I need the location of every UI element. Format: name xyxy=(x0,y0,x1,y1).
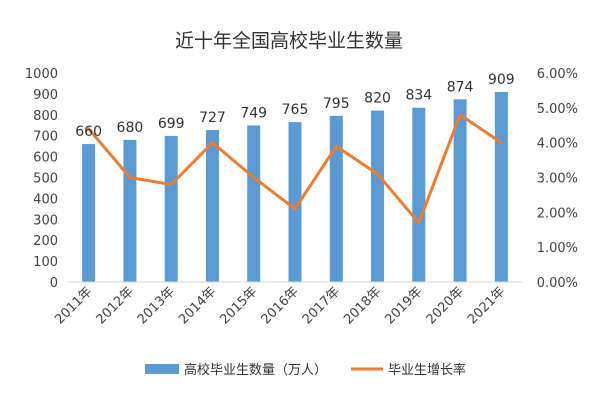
chart-title: 近十年全国高校毕业生数量 xyxy=(175,30,403,52)
y-left-tick: 1000 xyxy=(25,67,58,82)
y-right-tick: 4.00% xyxy=(537,137,578,152)
x-tick-label: 2018年 xyxy=(341,284,384,327)
x-tick-label: 2020年 xyxy=(424,284,467,327)
growth-point-2013年 xyxy=(169,182,173,186)
x-tick-label: 2014年 xyxy=(176,284,219,327)
x-tick-label: 2015年 xyxy=(217,284,260,327)
left-axis: 0 100 200 300 400 500 600 700 800 900 1000 xyxy=(25,67,58,291)
data-label-2015年: 749 xyxy=(240,105,267,121)
data-label-2013年: 699 xyxy=(158,116,185,132)
bar-2020年 xyxy=(453,99,467,282)
growth-point-2021年 xyxy=(499,141,503,145)
x-tick-label: 2016年 xyxy=(259,284,302,327)
legend-label-bar: 高校毕业生数量（万人） xyxy=(184,362,327,378)
data-label-2016年: 765 xyxy=(282,102,309,118)
y-right-tick: 1.00% xyxy=(537,241,578,256)
bar-2013年 xyxy=(164,135,178,282)
y-left-tick: 100 xyxy=(33,255,58,270)
legend: 高校毕业生数量（万人） 毕业生增长率 xyxy=(145,362,466,378)
x-tick-label: 2021年 xyxy=(465,284,508,327)
bar-2015年 xyxy=(247,125,261,282)
x-tick-label: 2012年 xyxy=(94,284,137,327)
growth-point-2012年 xyxy=(128,176,132,179)
growth-point-2014年 xyxy=(210,141,214,145)
x-tick-label: 2013年 xyxy=(135,284,178,327)
growth-point-2011年 xyxy=(87,127,91,131)
y-left-tick: 200 xyxy=(33,234,58,249)
y-right-tick: 2.00% xyxy=(537,206,578,221)
x-tick-label: 2019年 xyxy=(382,284,425,327)
growth-point-2020年 xyxy=(458,113,462,117)
x-tick-label: 2017年 xyxy=(300,284,343,327)
legend-label-line: 毕业生增长率 xyxy=(388,362,466,378)
bars-layer xyxy=(68,92,522,283)
data-label-2012年: 680 xyxy=(117,120,144,136)
data-label-2018年: 820 xyxy=(364,91,391,107)
y-left-tick: 600 xyxy=(33,151,58,166)
growth-point-2015年 xyxy=(252,176,256,179)
y-right-tick: 3.00% xyxy=(537,172,578,187)
data-label-2017年: 795 xyxy=(323,96,350,112)
growth-point-2016年 xyxy=(293,207,297,211)
x-axis: 2011年2012年2013年2014年2015年2016年2017年2018年… xyxy=(52,284,508,327)
y-left-tick: 900 xyxy=(33,88,58,103)
bar-2018年 xyxy=(371,110,385,283)
bar-2014年 xyxy=(205,130,219,282)
y-left-tick: 700 xyxy=(33,130,58,145)
data-label-2020年: 874 xyxy=(447,79,474,95)
y-right-tick: 6.00% xyxy=(537,67,578,82)
line-layer xyxy=(87,113,503,225)
bar-2011年 xyxy=(82,144,96,282)
bar-2016年 xyxy=(288,122,302,283)
data-label-2021年: 909 xyxy=(488,72,515,88)
x-tick-label: 2011年 xyxy=(52,284,95,327)
bar-2017年 xyxy=(329,115,343,282)
growth-point-2018年 xyxy=(376,172,380,176)
legend-swatch-bar xyxy=(145,364,179,374)
data-label-2014年: 727 xyxy=(199,110,226,126)
data-label-2011年: 660 xyxy=(75,124,102,140)
y-left-tick: 800 xyxy=(33,109,58,124)
data-labels-layer: 660 680 699 727 749 765 795 820 834 874 909 xyxy=(75,72,514,140)
data-label-2019年: 834 xyxy=(405,88,432,104)
bar-2019年 xyxy=(412,107,426,282)
growth-point-2019年 xyxy=(417,221,421,225)
bar-2012年 xyxy=(123,139,137,282)
y-left-tick: 500 xyxy=(33,172,58,187)
y-left-tick: 400 xyxy=(33,192,58,207)
growth-point-2017年 xyxy=(334,144,338,148)
y-left-tick: 0 xyxy=(50,276,58,291)
y-right-tick: 0.00% xyxy=(537,276,578,291)
y-left-tick: 300 xyxy=(33,213,58,228)
y-right-tick: 5.00% xyxy=(537,102,578,117)
right-axis: 0.00% 1.00% 2.00% 3.00% 4.00% 5.00% 6.00% xyxy=(537,67,578,291)
bar-2021年 xyxy=(494,92,508,282)
